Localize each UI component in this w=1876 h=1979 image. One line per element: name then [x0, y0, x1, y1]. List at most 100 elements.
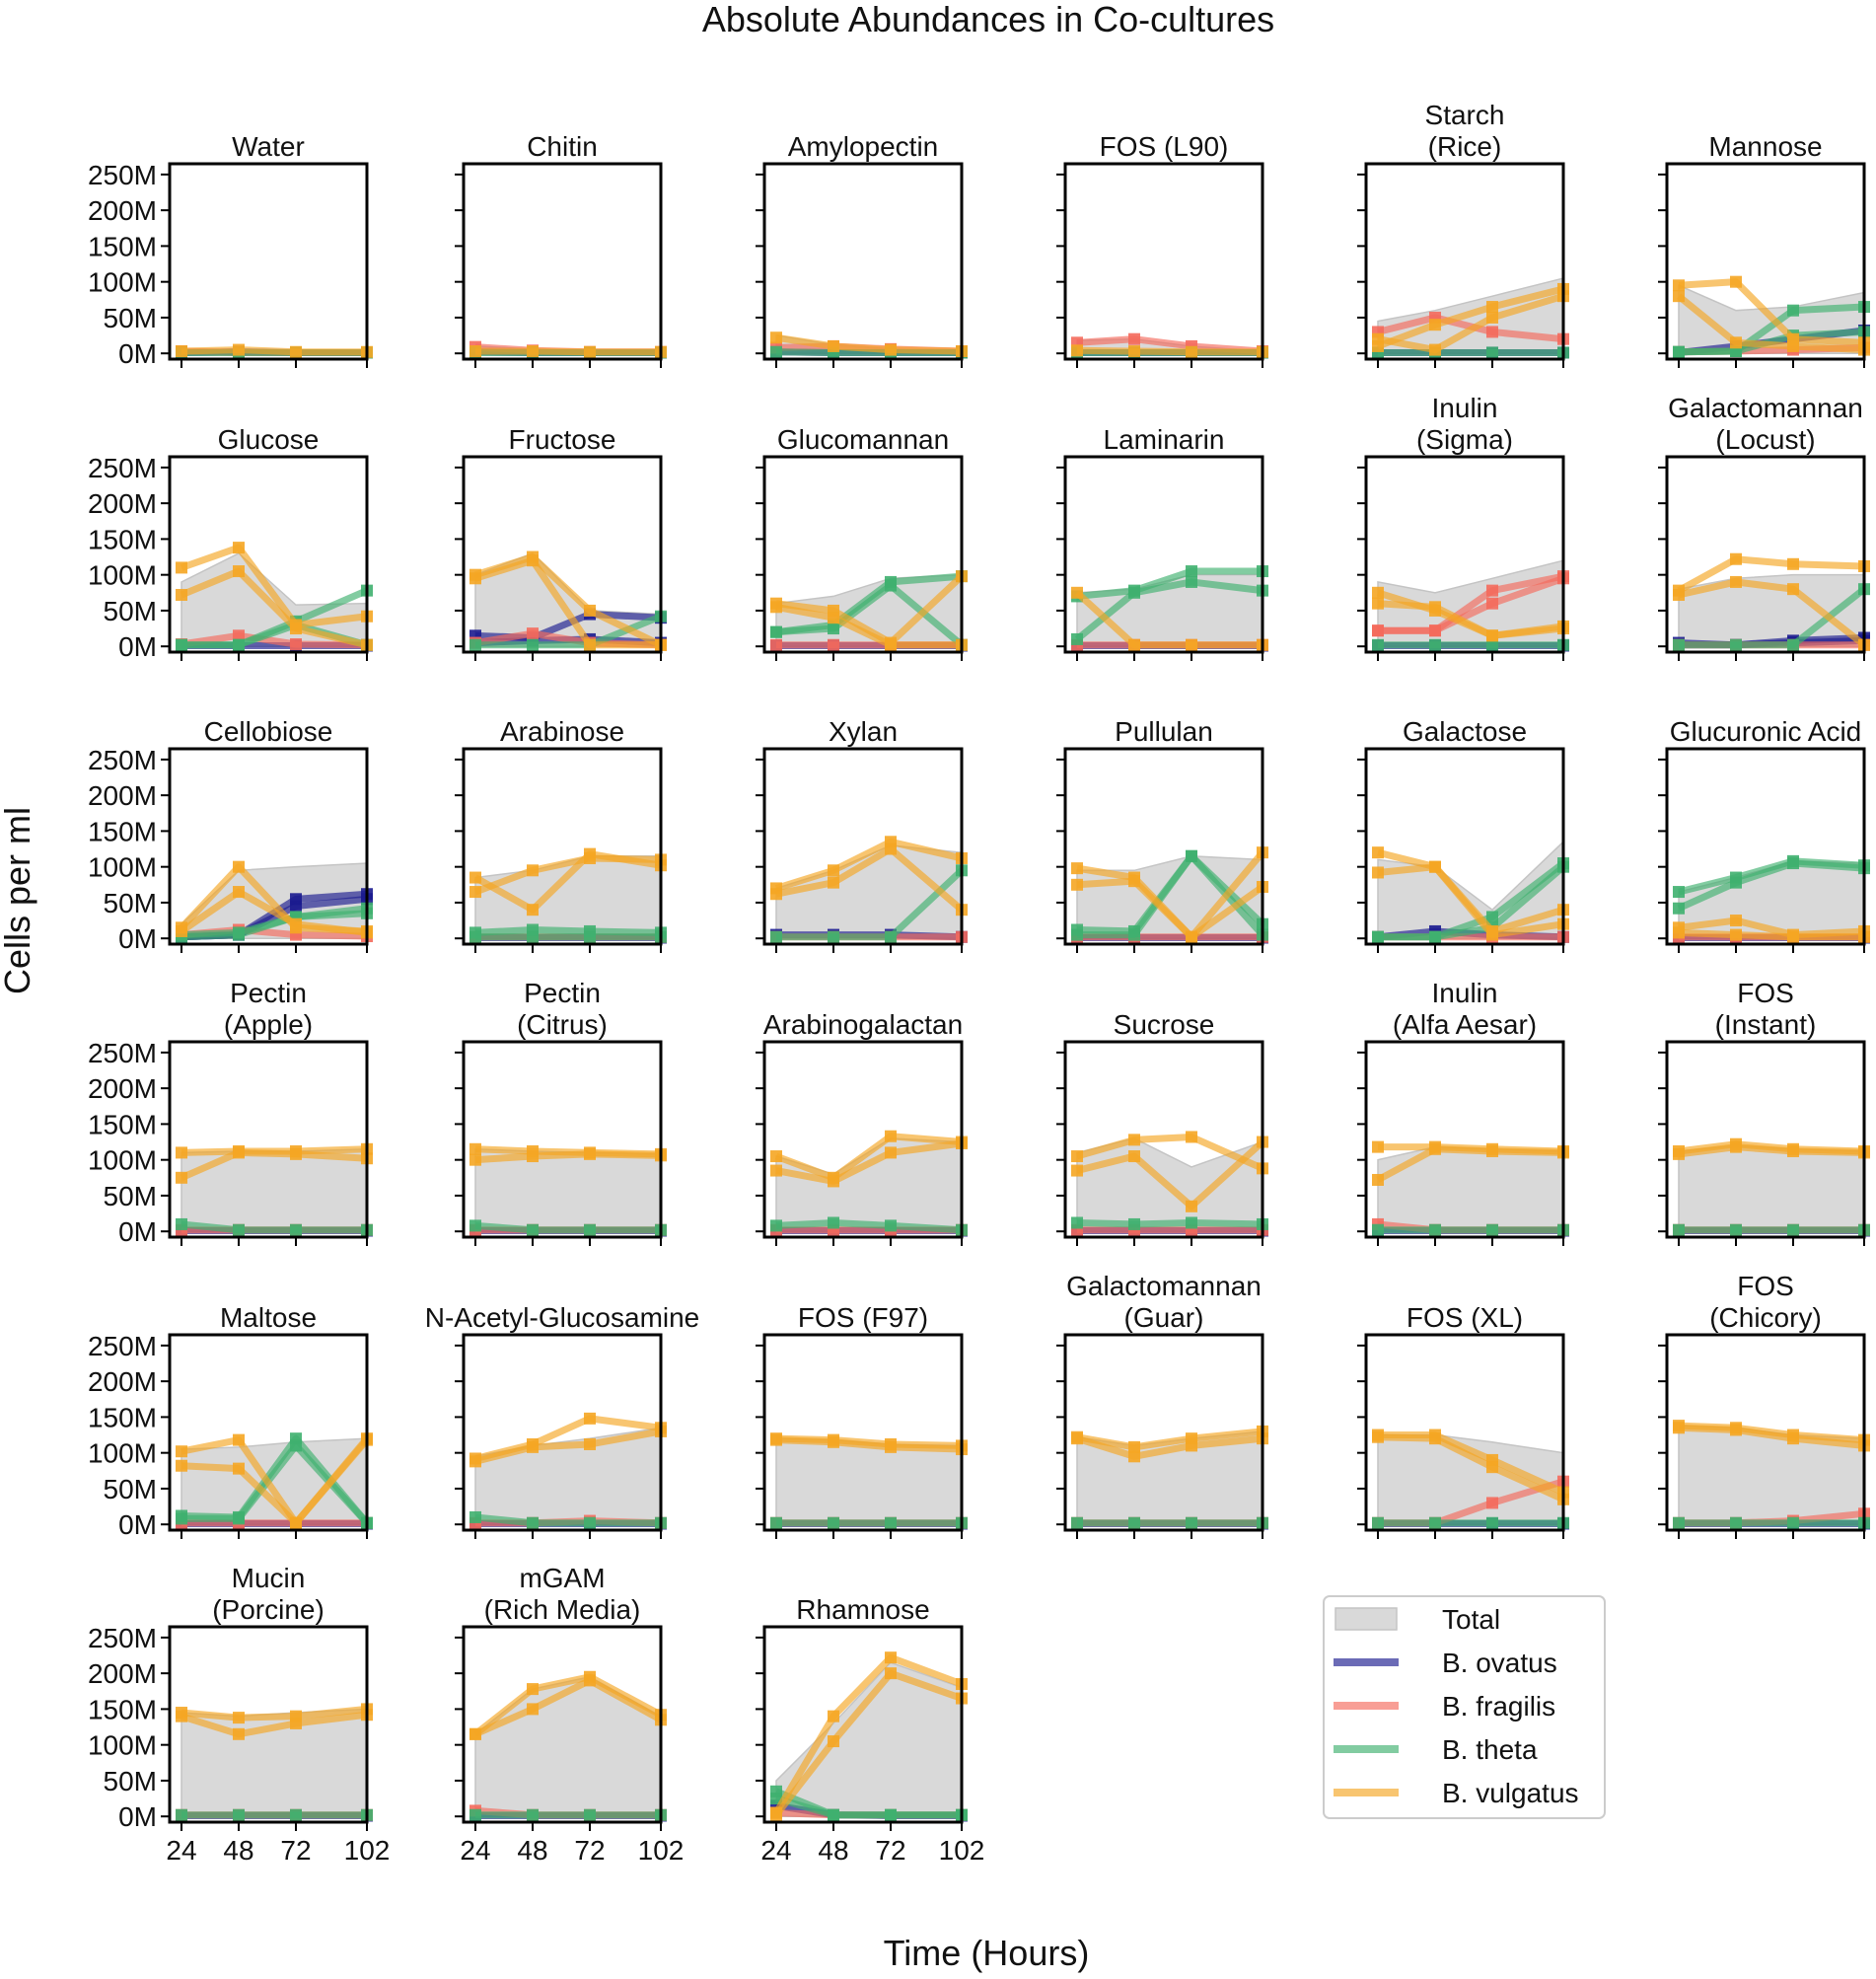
series-line-vulgatus: [180, 888, 368, 936]
legend-frame: [1323, 1595, 1606, 1819]
data-point-theta: [828, 1216, 839, 1229]
data-point-vulgatus: [176, 588, 187, 601]
panel-frame: [762, 1333, 964, 1532]
y-tick-label: 200M: [88, 780, 157, 811]
data-point-vulgatus: [1071, 586, 1083, 599]
panel-frame: [168, 747, 369, 946]
data-point-vulgatus: [1787, 583, 1799, 596]
series-line-vulgatus: [1677, 555, 1865, 594]
series-line-vulgatus: [1377, 1433, 1565, 1503]
data-point-vulgatus: [1429, 601, 1441, 614]
data-point-theta: [885, 930, 897, 943]
total-area: [180, 1148, 368, 1232]
series-line-fragilis: [1378, 574, 1565, 634]
data-point-vulgatus: [1071, 1150, 1083, 1163]
data-point-theta: [1372, 1223, 1384, 1236]
series-line-vulgatus: [774, 1133, 963, 1182]
data-point-vulgatus: [1486, 928, 1498, 941]
panel-frame: [1364, 1333, 1565, 1532]
panel-title: (Chicory): [1709, 1302, 1822, 1333]
y-tick-label: 50M: [104, 596, 157, 626]
data-point-theta: [1186, 565, 1197, 578]
data-point-theta: [1673, 638, 1685, 651]
data-point-vulgatus: [1730, 336, 1742, 349]
series-line-theta: [1076, 1218, 1263, 1228]
series-line-vulgatus: [1377, 863, 1564, 939]
panel-title: FOS: [1737, 1271, 1794, 1301]
series-line-vulgatus: [1377, 600, 1564, 639]
y-tick-label: 100M: [88, 1730, 157, 1761]
panel-frame: [168, 162, 369, 361]
data-point-vulgatus: [1673, 1422, 1685, 1434]
panel-frame: [1665, 1040, 1866, 1239]
data-point-vulgatus: [1730, 1424, 1742, 1436]
panel-21: Sucrose: [1056, 1009, 1268, 1246]
series-line-vulgatus: [474, 1428, 662, 1465]
data-point-theta: [1372, 638, 1384, 651]
x-tick-label: 48: [517, 1835, 547, 1866]
data-point-theta: [176, 1217, 187, 1230]
series-line-vulgatus: [180, 1711, 368, 1738]
panel-title: FOS: [1737, 978, 1794, 1008]
series-line-theta: [775, 582, 965, 648]
panel-frame: [1063, 1333, 1264, 1532]
data-point-vulgatus: [1128, 345, 1140, 358]
legend-swatch-total: [1335, 1607, 1398, 1631]
panel-17: Glucuronic Acid: [1658, 716, 1870, 953]
panel-title: (Instant): [1715, 1009, 1817, 1040]
panel-30: Mucin(Porcine) 0M 50M 100M 150M 200M 250M 24 48 7…: [88, 1563, 390, 1866]
data-point-vulgatus: [770, 1808, 782, 1821]
data-point-vulgatus: [527, 1150, 539, 1163]
data-point-vulgatus: [1486, 1461, 1498, 1474]
y-tick-label: 100M: [88, 1145, 157, 1176]
data-point-vulgatus: [1372, 597, 1384, 610]
data-point-theta: [828, 930, 839, 943]
data-point-theta: [1128, 1217, 1140, 1230]
panel-title: FOS (XL): [1407, 1302, 1523, 1333]
data-point-vulgatus: [469, 1142, 481, 1155]
data-point-theta: [176, 1512, 187, 1525]
total-area: [180, 1437, 368, 1525]
series-line-vulgatus: [1678, 578, 1867, 648]
series-line-vulgatus: [180, 544, 368, 628]
data-point-theta: [885, 579, 897, 592]
series-line-vulgatus: [180, 1705, 368, 1722]
data-point-fragilis: [1486, 1497, 1498, 1509]
data-point-vulgatus: [1429, 1432, 1441, 1445]
data-point-vulgatus: [1673, 279, 1685, 292]
data-point-theta: [828, 623, 839, 635]
legend-label-vulgatus: B. vulgatus: [1442, 1778, 1579, 1808]
series-line-vulgatus: [775, 845, 965, 913]
data-point-vulgatus: [584, 1412, 596, 1425]
data-point-fragilis: [770, 638, 782, 651]
panel-frame: [1364, 747, 1565, 946]
panel-frame: [762, 747, 964, 946]
data-point-vulgatus: [1730, 575, 1742, 588]
panel-title: Rhamnose: [796, 1594, 929, 1625]
series-line-vulgatus: [473, 1676, 663, 1737]
data-point-vulgatus: [1071, 1164, 1083, 1177]
series-line-theta: [1378, 864, 1566, 941]
series-line-vulgatus: [1678, 916, 1865, 939]
panel-12: Cellobiose 0M 50M 100M 150M 200M 250M: [88, 716, 373, 954]
data-point-vulgatus: [290, 1717, 302, 1729]
data-point-fragilis: [290, 638, 302, 651]
data-point-theta: [1787, 857, 1799, 870]
panel-3: FOS (L90): [1056, 131, 1268, 368]
data-point-vulgatus: [1186, 1131, 1197, 1143]
panel-11: Galactomannan(Locust): [1658, 393, 1870, 661]
panel-frame: [762, 162, 964, 361]
series-line-vulgatus: [772, 1653, 964, 1815]
data-point-theta: [1071, 1516, 1083, 1529]
panel-title: Glucomannan: [777, 424, 949, 455]
panel-9: Laminarin: [1056, 424, 1268, 661]
panel-8: Glucomannan: [756, 424, 968, 661]
series-line-theta: [1076, 567, 1263, 600]
panel-13: Arabinose: [455, 716, 667, 953]
series-line-vulgatus: [1676, 293, 1865, 354]
panel-10: Inulin(Sigma): [1357, 393, 1569, 661]
data-point-vulgatus: [233, 1727, 245, 1740]
legend: Total B. ovatus B. fragilis B. theta B. vulg…: [1323, 1595, 1606, 1819]
panel-title: Starch: [1425, 100, 1505, 130]
data-point-vulgatus: [290, 1147, 302, 1160]
